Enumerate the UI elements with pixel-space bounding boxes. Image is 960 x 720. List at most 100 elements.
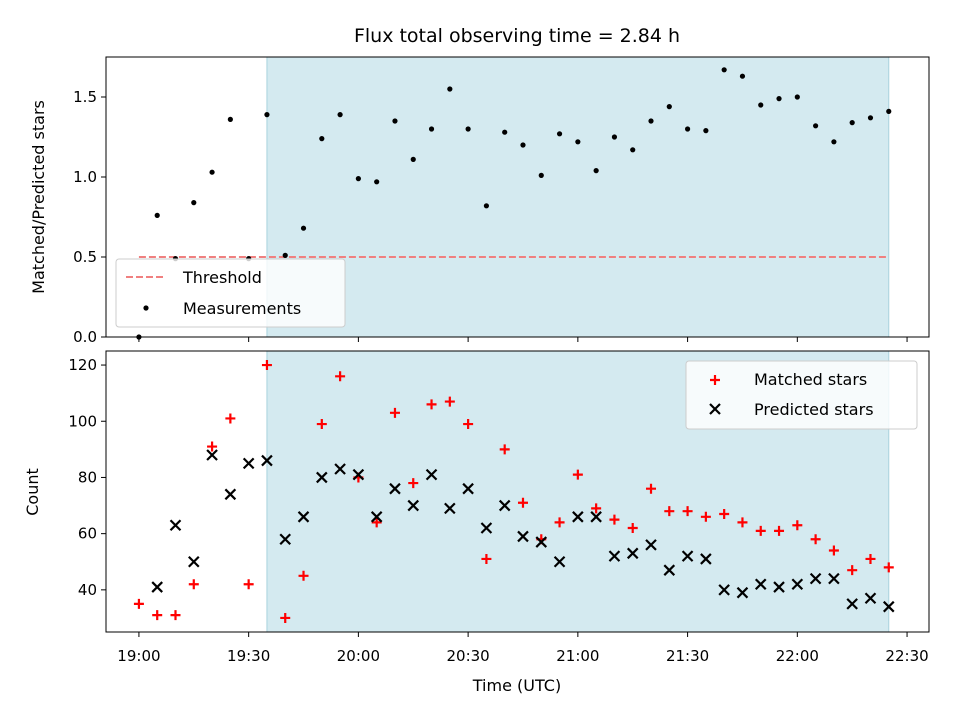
- measurement-point: [209, 169, 215, 175]
- matched-stars-point: [408, 478, 419, 489]
- measurement-point: [520, 142, 526, 148]
- predicted-stars-point: [206, 449, 218, 461]
- measurement-point: [556, 131, 563, 137]
- predicted-stars-point: [773, 581, 785, 593]
- predicted-stars-point: [498, 499, 511, 512]
- matched-stars-point: [426, 399, 437, 410]
- predicted-stars-point: [462, 482, 474, 495]
- measurement-point: [575, 139, 581, 145]
- predicted-stars-point: [407, 499, 420, 512]
- matched-stars-point: [463, 419, 474, 430]
- predicted-stars-point: [188, 555, 200, 568]
- top-ylabel: Matched/Predicted stars: [29, 100, 48, 294]
- matched-stars-point: [865, 553, 876, 564]
- matched-stars-point: [335, 371, 346, 382]
- x-tick-label: 22:00: [776, 647, 819, 665]
- measurement-point: [227, 116, 233, 122]
- top-observing-band: [266, 56, 890, 338]
- matched-stars-point: [828, 545, 839, 556]
- matched-stars-point: [389, 407, 400, 418]
- x-tick-label: 22:30: [885, 647, 928, 665]
- matched-stars-point: [554, 517, 565, 528]
- predicted-stars-point: [352, 468, 365, 481]
- measurement-point: [538, 172, 544, 178]
- top-y-tick-label: 1.5: [73, 88, 97, 106]
- measurement-point: [849, 120, 855, 126]
- measurement-point: [154, 212, 160, 218]
- predicted-stars-point: [590, 511, 602, 523]
- predicted-stars-point: [700, 553, 712, 565]
- x-axis-label: Time (UTC): [472, 676, 561, 695]
- measurement-point: [758, 102, 764, 108]
- top-y-tick-label: 0.0: [73, 328, 97, 346]
- measurement-point: [337, 112, 343, 118]
- measurement-point: [465, 126, 471, 132]
- matched-stars-point: [591, 503, 602, 514]
- matched-stars-point: [499, 444, 510, 455]
- measurement-point: [721, 67, 727, 73]
- matched-stars-point: [847, 565, 858, 576]
- measurement-point: [794, 94, 800, 100]
- measurement-point: [392, 118, 398, 124]
- predicted-stars-point: [791, 578, 804, 591]
- measurement-point: [410, 156, 416, 162]
- matched-stars-point: [774, 525, 785, 536]
- bottom-legend: Matched stars Predicted stars: [685, 360, 918, 430]
- predicted-stars-point: [736, 586, 749, 599]
- predicted-stars-point: [645, 539, 657, 551]
- measurement-point: [776, 96, 782, 102]
- bottom-y-tick-label: 120: [68, 356, 97, 374]
- x-tick-label: 20:00: [337, 647, 380, 665]
- predicted-stars-point: [261, 454, 273, 467]
- measurement-point: [739, 73, 746, 79]
- predicted-stars-point: [809, 572, 822, 585]
- measurement-point: [630, 147, 636, 153]
- matched-legend-swatch: [710, 375, 720, 385]
- matched-stars-point: [627, 523, 638, 534]
- measurement-point: [886, 108, 892, 114]
- measurement-point: [300, 225, 307, 231]
- predicted-stars-point: [480, 522, 493, 534]
- predicted-stars-point: [864, 592, 877, 605]
- predicted-stars-point: [718, 584, 730, 596]
- matched-stars-point: [207, 441, 218, 452]
- bottom-y-tick-label: 40: [78, 581, 97, 599]
- measurement-point: [684, 126, 691, 132]
- matched-stars-point: [755, 525, 766, 536]
- predicted-stars-point: [425, 468, 438, 481]
- x-tick-label: 21:30: [666, 647, 709, 665]
- matched-stars-point: [316, 419, 327, 430]
- top-legend-frame: [115, 258, 346, 328]
- bottom-ylabel: Count: [23, 468, 42, 516]
- predicted-stars-point: [882, 600, 895, 613]
- matched-stars-point: [261, 360, 272, 371]
- matched-stars-point: [152, 610, 163, 621]
- matched-stars-point: [170, 610, 181, 621]
- x-tick-label: 21:00: [556, 647, 599, 665]
- predicted-stars-point: [169, 519, 182, 531]
- measurement-point: [831, 139, 837, 145]
- measurement-point: [191, 200, 197, 206]
- bottom-y-tick-label: 60: [78, 525, 97, 543]
- threshold-legend-label: Threshold: [182, 268, 262, 287]
- chart-title: Flux total observing time = 2.84 h: [354, 25, 680, 47]
- matched-stars-point: [719, 508, 730, 519]
- predicted-stars-point: [297, 511, 310, 523]
- matched-stars-point: [700, 511, 711, 522]
- top-y-tick-label: 0.5: [73, 248, 97, 266]
- matched-stars-point: [280, 612, 291, 623]
- predicted-stars-point: [608, 550, 621, 562]
- measurement-point: [447, 86, 453, 92]
- matched-stars-point: [572, 469, 583, 480]
- measurement-point: [703, 128, 709, 134]
- predicted-stars-point: [517, 530, 529, 543]
- measurement-point: [648, 118, 654, 124]
- predicted-stars-point: [535, 536, 548, 548]
- predicted-stars-point: [754, 578, 767, 591]
- measurement-point: [428, 126, 435, 132]
- measurement-point: [813, 123, 819, 129]
- measurement-point: [593, 168, 599, 174]
- matched-stars-point: [225, 413, 236, 424]
- matched-stars-point: [481, 553, 492, 564]
